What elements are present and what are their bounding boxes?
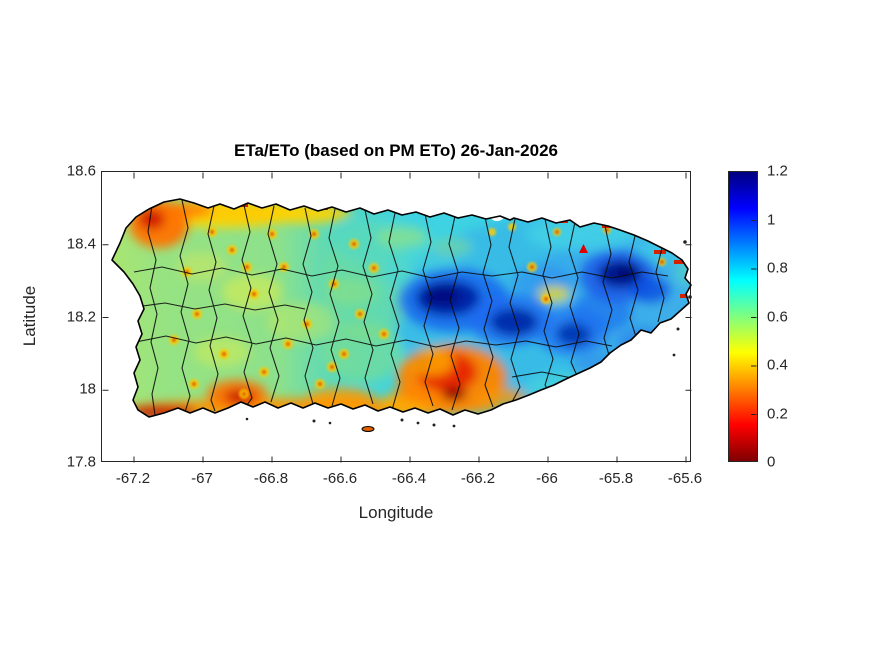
x-tick-labels: -67.2 -67 -66.8 -66.6 -66.4 -66.2 -66 -6… [0,470,875,490]
y-tick: 18.6 [66,162,96,180]
x-tick: -66.2 [460,470,496,487]
coastline [111,198,692,418]
y-tick: 18 [79,380,96,398]
colorbar-tick: 0.6 [767,308,788,325]
x-tick: -66.4 [391,470,427,487]
x-tick: -66 [536,470,558,487]
axis-ticks [102,172,692,463]
colorbar-tick: 1.2 [767,162,788,180]
y-tick: 17.8 [66,453,96,471]
y-axis-label: Latitude [20,285,39,347]
colorbar-tick: 1 [767,211,776,228]
colorbar-tick: 0.8 [767,259,788,277]
raster-field [112,199,691,417]
x-tick: -67.2 [115,470,151,487]
colorbar-tick: 0.4 [767,356,788,374]
puerto-rico-map [102,172,692,463]
plot-area [101,171,692,463]
colorbar-tick: 0 [767,453,776,471]
plot-title: ETa/ETo (based on PM ETo) 26-Jan-2026 [233,141,558,160]
x-tick: -65.6 [667,470,703,487]
x-tick: -66.6 [322,470,358,487]
x-tick: -66.8 [253,470,289,487]
colorbar [728,171,758,462]
offshore-islets [245,240,692,432]
y-tick: 18.2 [66,308,96,325]
y-tick-labels: 18.6 18.4 18.2 18 17.8 [36,0,96,656]
colorbar-tick-labels: 1.2 1 0.8 0.6 0.4 0.2 0 [767,0,827,656]
x-tick: -67 [191,470,213,487]
station-triangle-marker [579,244,588,253]
x-axis-label: Longitude [358,503,434,522]
colorbar-ticks [751,220,757,415]
y-tick: 18.4 [66,235,96,253]
colorbar-tick: 0.2 [767,405,788,422]
x-tick: -65.8 [598,470,634,487]
